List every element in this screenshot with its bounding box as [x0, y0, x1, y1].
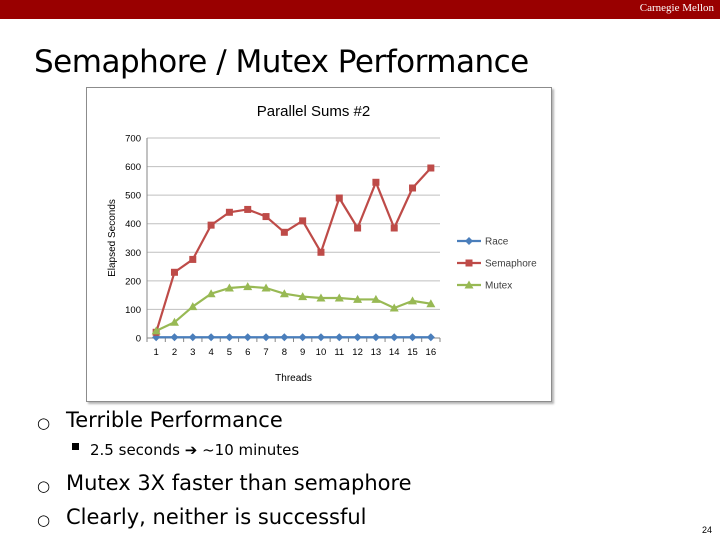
chart-frame: Parallel Sums #2 0 100 200 300 400 500 600 700 1 2… [86, 87, 552, 402]
data-point-race [262, 333, 271, 342]
data-point-semaphore [225, 208, 233, 216]
right-arrow-icon: ➔ [184, 441, 198, 459]
bullet-text-2: Mutex 3X faster than semaphore [66, 471, 412, 495]
data-point-race [188, 333, 197, 342]
data-point-mutex [334, 293, 344, 302]
data-point-mutex [353, 294, 363, 303]
data-point-semaphore [189, 255, 197, 263]
data-point-semaphore [409, 184, 417, 192]
data-point-semaphore [280, 228, 288, 236]
data-point-race [408, 333, 417, 342]
x-tick-label: 6 [245, 347, 250, 358]
data-point-mutex [188, 302, 198, 311]
series-line-mutex [155, 285, 432, 332]
y-tick-label: 100 [125, 305, 141, 316]
data-point-semaphore [427, 164, 435, 172]
data-point-semaphore [372, 178, 380, 186]
data-point-mutex [279, 289, 289, 298]
data-point-race [316, 333, 325, 342]
data-point-semaphore [390, 224, 398, 232]
y-tick-label: 400 [125, 219, 141, 230]
y-axis-label: Elapsed Seconds [107, 199, 118, 277]
slide-title: Semaphore / Mutex Performance [34, 44, 529, 80]
page-number: 24 [702, 525, 713, 535]
data-point-mutex [371, 294, 381, 303]
x-tick-label: 12 [352, 347, 363, 358]
brand-label: Carnegie Mellon [639, 2, 714, 14]
x-tick-label: 15 [407, 347, 418, 358]
data-point-race [152, 333, 161, 342]
data-point-mutex [224, 283, 234, 292]
x-tick-label: 13 [371, 347, 382, 358]
data-point-race [280, 333, 289, 342]
data-point-semaphore [262, 213, 270, 221]
x-axis-label: Threads [275, 373, 312, 384]
sub-bullet-text: 2.5 seconds ➔ ~10 minutes [90, 441, 299, 459]
x-tick-label: 16 [426, 347, 437, 358]
data-point-race [353, 333, 362, 342]
y-tick-label: 200 [125, 276, 141, 287]
data-point-mutex [389, 303, 399, 312]
data-point-mutex [151, 326, 161, 335]
x-tick-label: 3 [190, 347, 195, 358]
legend-label-mutex: Mutex [485, 281, 512, 292]
data-point-semaphore [317, 248, 325, 256]
data-point-race [371, 333, 380, 342]
x-tick-label: 4 [208, 347, 213, 358]
bullet-circle-icon: ○ [37, 414, 51, 432]
x-tick-label: 11 [334, 347, 344, 358]
data-point-mutex [169, 317, 179, 326]
x-tick-label: 5 [227, 347, 232, 358]
data-point-race [298, 333, 307, 342]
x-tick-label: 1 [154, 347, 159, 358]
y-tick-label: 600 [125, 162, 141, 173]
legend-label-race: Race [485, 237, 509, 248]
x-tick-label: 7 [263, 347, 268, 358]
chart-title: Parallel Sums #2 [257, 103, 370, 120]
data-point-mutex [261, 283, 271, 292]
data-point-mutex [243, 282, 253, 291]
bullet-circle-icon: ○ [37, 477, 51, 495]
y-tick-label: 300 [125, 248, 141, 259]
legend-label-semaphore: Semaphore [485, 259, 537, 270]
data-point-mutex [316, 293, 326, 302]
legend-marker-race [465, 237, 473, 245]
y-tick-label: 0 [136, 334, 141, 345]
sub-bullet-after: ~10 minutes [202, 441, 300, 459]
data-point-race [207, 333, 216, 342]
x-tick-label: 10 [316, 347, 327, 358]
data-point-semaphore [170, 268, 178, 276]
data-point-mutex [408, 296, 418, 305]
y-tick-label: 500 [125, 191, 141, 202]
y-tick-label: 700 [125, 134, 141, 145]
series-line-semaphore [155, 167, 432, 333]
legend-marker-semaphore [465, 259, 473, 267]
data-point-semaphore [244, 205, 252, 213]
data-point-race [225, 333, 234, 342]
header-bar: Carnegie Mellon [0, 0, 720, 19]
square-bullet-icon [72, 443, 79, 450]
data-point-race [170, 333, 179, 342]
bullet-text-3: Clearly, neither is successful [66, 505, 367, 529]
sub-bullet-before: 2.5 seconds [90, 441, 180, 459]
x-tick-label: 2 [172, 347, 177, 358]
data-point-race [243, 333, 252, 342]
data-point-semaphore [299, 217, 307, 225]
data-point-race [335, 333, 344, 342]
data-point-mutex [298, 292, 308, 301]
bullet-text-1: Terrible Performance [66, 408, 283, 432]
x-tick-label: 9 [300, 347, 305, 358]
bullet-circle-icon: ○ [37, 511, 51, 529]
data-point-semaphore [207, 221, 215, 229]
data-point-mutex [206, 289, 216, 298]
legend-marker-mutex [464, 280, 474, 289]
x-tick-label: 14 [389, 347, 400, 358]
data-point-semaphore [335, 194, 343, 202]
data-point-race [426, 333, 435, 342]
data-point-race [390, 333, 399, 342]
x-tick-label: 8 [282, 347, 287, 358]
data-point-semaphore [354, 224, 362, 232]
data-point-mutex [426, 299, 436, 308]
